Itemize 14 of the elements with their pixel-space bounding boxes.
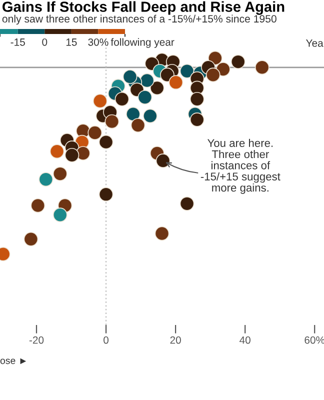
color-bar-label: 0 xyxy=(42,38,48,46)
color-bar-label: -15 xyxy=(10,38,25,46)
x-tick-label: 0 xyxy=(104,336,109,344)
chart-subtitle: only saw three other instances of a -15%/+15% since 1950 xyxy=(2,14,276,25)
color-bar-label: 30% xyxy=(88,38,108,46)
color-bar-label: 15 xyxy=(66,38,77,46)
x-tick-label: 40 xyxy=(240,336,250,344)
annotation: You are here. Three other instances of -15/+15 suggest more gains. xyxy=(200,138,280,194)
text: Yea xyxy=(306,40,324,47)
x-tick-label: -20 xyxy=(29,336,44,344)
x-axis-title: ose ► xyxy=(0,358,26,364)
x-tick-label: 20 xyxy=(170,336,181,344)
color-bar-title: following year xyxy=(110,38,174,48)
chart-title: Gains If Stocks Fall Deep and Rise Again xyxy=(2,1,284,15)
